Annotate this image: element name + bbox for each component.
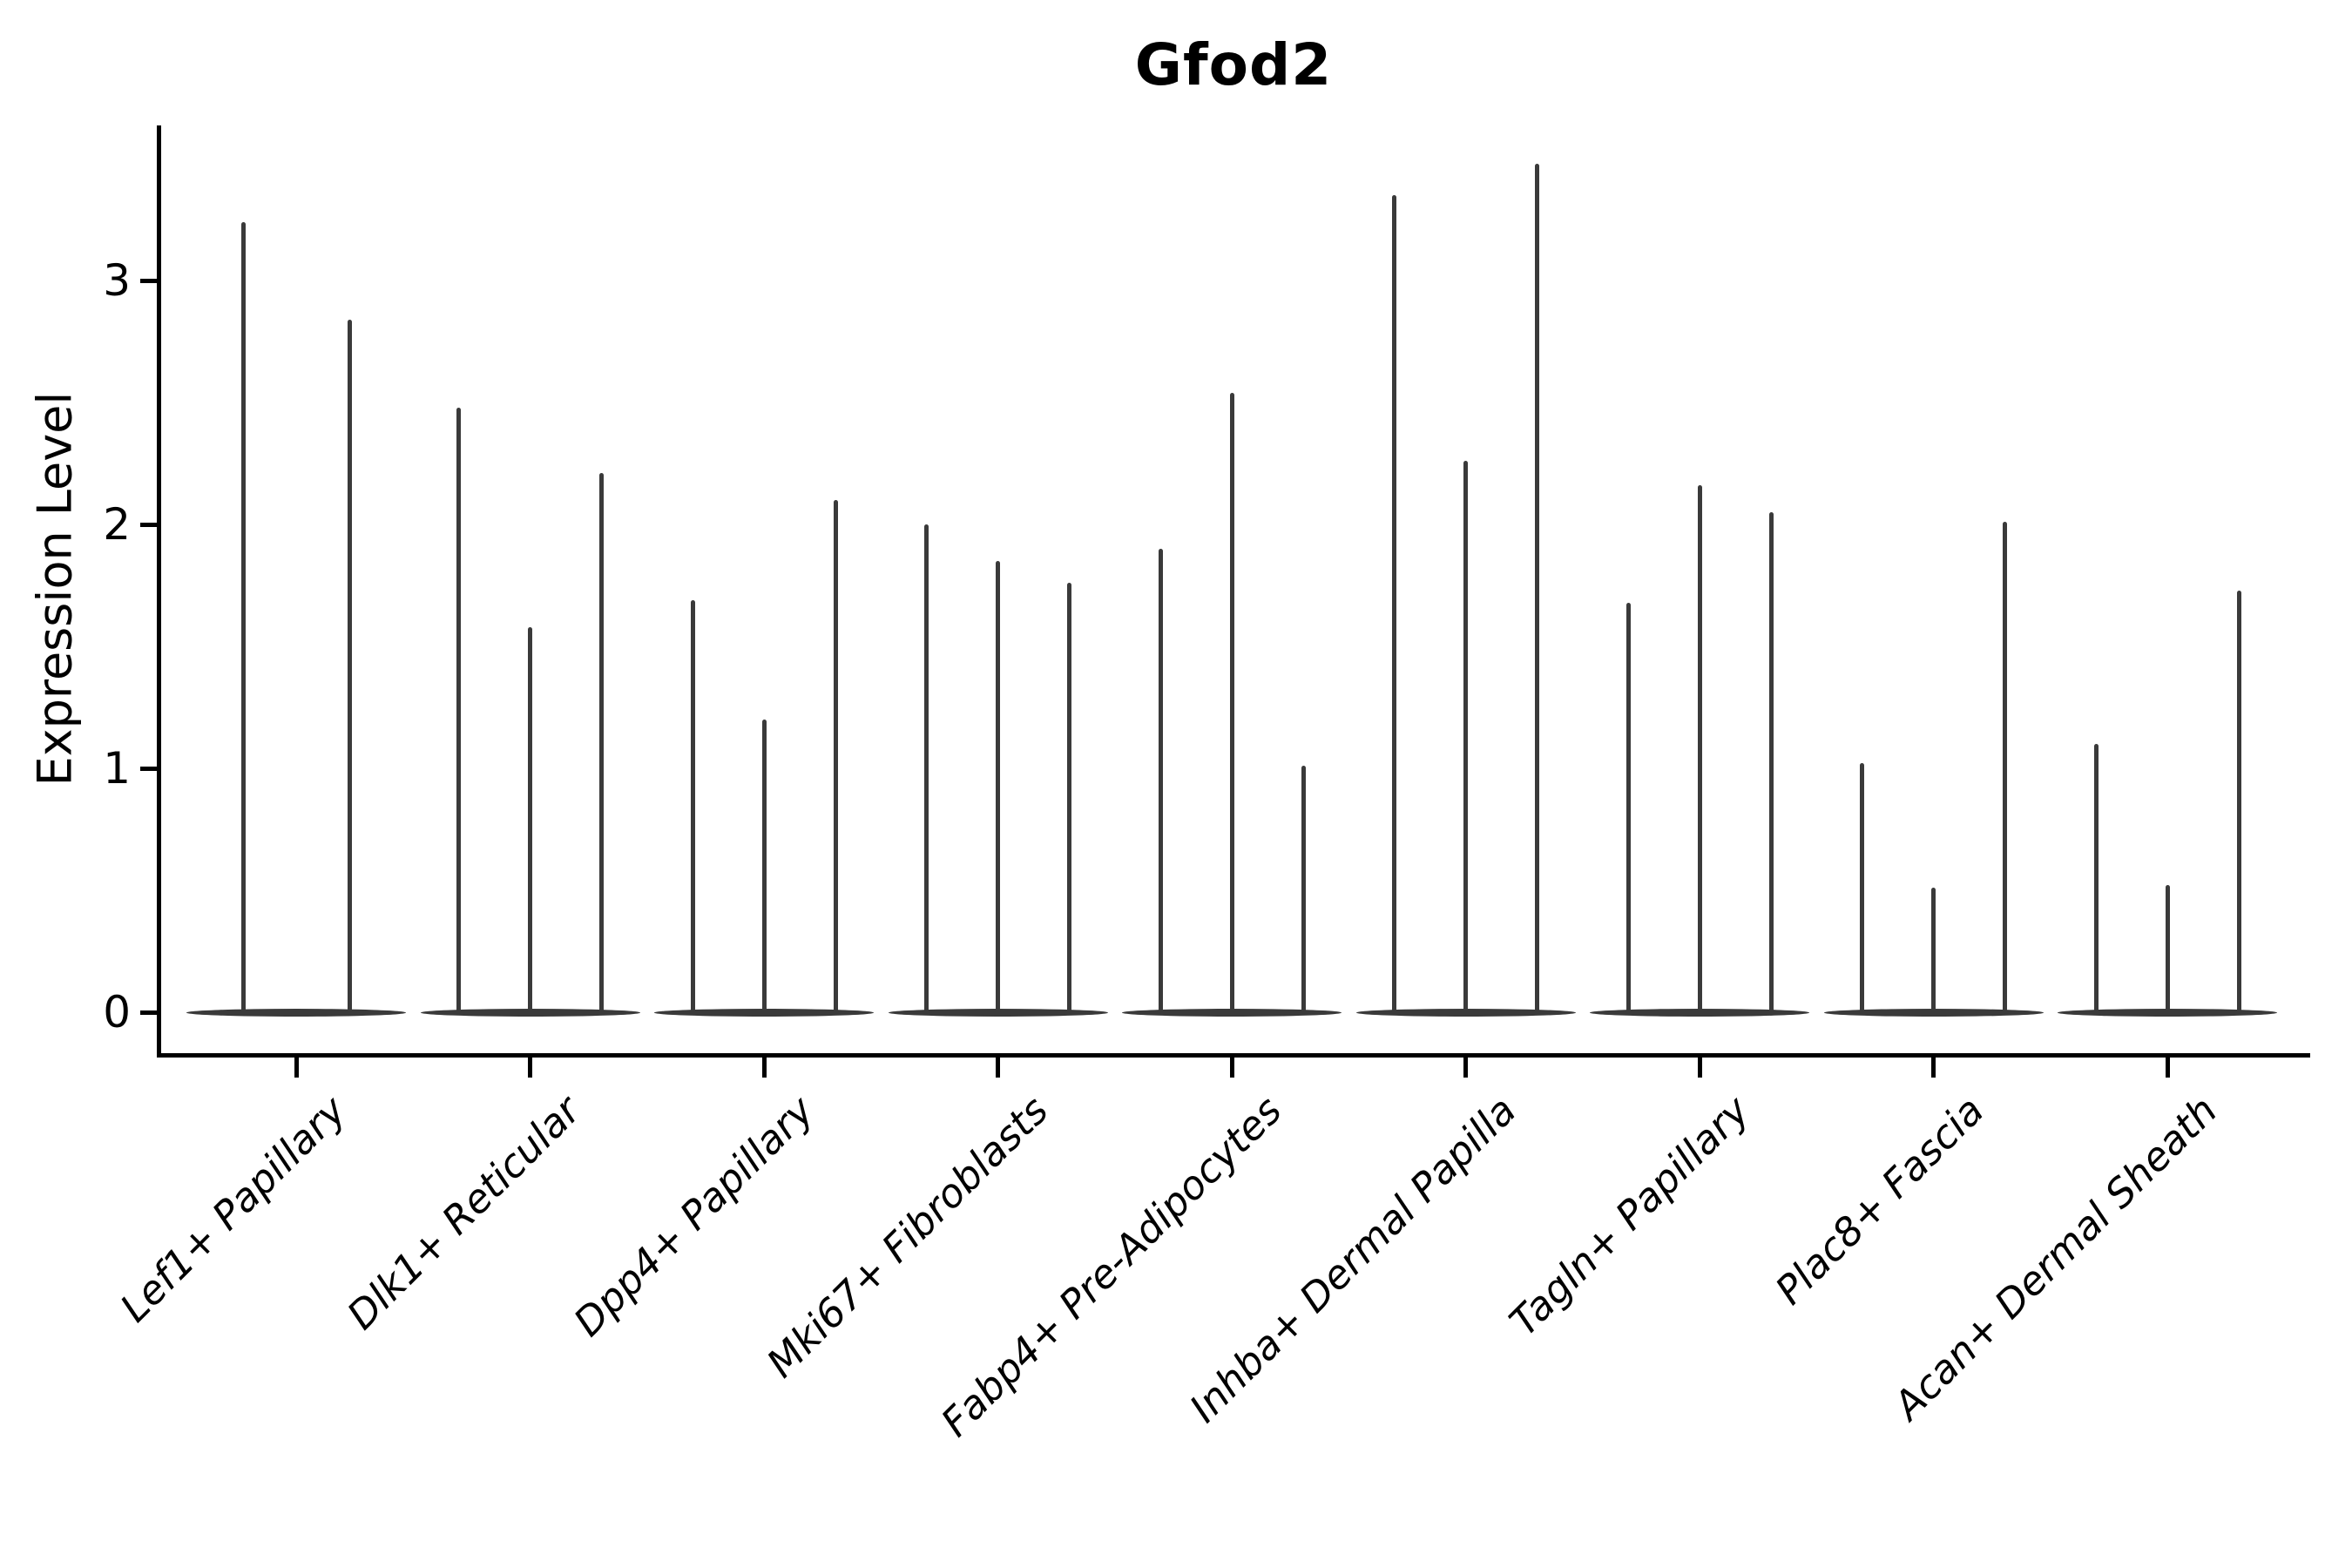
violin-spike xyxy=(1067,583,1071,1012)
x-axis-spine xyxy=(157,1053,2310,1058)
x-tick-mark xyxy=(1229,1058,1234,1078)
x-tick-mark xyxy=(2165,1058,2170,1078)
y-tick-mark xyxy=(140,1010,157,1015)
violin-spike xyxy=(1931,888,1936,1012)
violin-spike xyxy=(2003,522,2007,1012)
violin-spike xyxy=(1697,485,1702,1012)
violin-spike xyxy=(1229,392,1234,1012)
violin-spike xyxy=(2236,590,2241,1012)
violin-base xyxy=(1122,1008,1342,1017)
y-tick-label: 0 xyxy=(103,987,131,1037)
violin-base xyxy=(186,1008,406,1017)
x-tick-mark xyxy=(761,1058,767,1078)
y-tick-mark xyxy=(140,522,157,527)
violin-spike xyxy=(924,524,929,1012)
violin-spike xyxy=(240,221,246,1012)
violin-spike xyxy=(1535,163,1539,1012)
violin-base xyxy=(2058,1008,2277,1017)
x-tick-mark xyxy=(1463,1058,1468,1078)
violin-spike xyxy=(1392,195,1396,1012)
violin-spike xyxy=(1860,763,1864,1012)
y-tick-label: 2 xyxy=(103,499,131,550)
violin-spike xyxy=(347,319,352,1012)
violin-base xyxy=(1590,1008,1809,1017)
chart-title: Gfod2 xyxy=(1134,31,1333,98)
violin-spike xyxy=(2165,885,2170,1012)
violin-spike xyxy=(1158,549,1163,1012)
x-tick-mark xyxy=(1697,1058,1702,1078)
y-axis-spine xyxy=(157,125,161,1058)
violin-spike xyxy=(456,407,461,1012)
violin-spike xyxy=(599,473,604,1012)
x-tick-mark xyxy=(996,1058,1000,1078)
violin-spike xyxy=(690,599,695,1012)
y-tick-mark xyxy=(140,278,157,283)
violin-spike xyxy=(1768,512,1774,1012)
y-tick-mark xyxy=(140,766,157,771)
violin-spike xyxy=(1625,602,1631,1012)
violin-spike xyxy=(1463,461,1468,1012)
x-tick-mark xyxy=(294,1058,299,1078)
violin-spike xyxy=(996,561,1000,1012)
violin-base xyxy=(1823,1008,2044,1017)
violin-base xyxy=(888,1008,1108,1017)
violin-spike xyxy=(833,500,838,1012)
y-tick-label: 1 xyxy=(103,743,131,794)
y-tick-label: 3 xyxy=(103,255,131,306)
violin-spike xyxy=(1301,766,1306,1012)
x-tick-mark xyxy=(1931,1058,1936,1078)
violin-base xyxy=(654,1008,874,1017)
violin-spike xyxy=(761,720,767,1012)
x-tick-mark xyxy=(528,1058,532,1078)
violin-spike xyxy=(2093,744,2099,1012)
violin-base xyxy=(1355,1008,1576,1017)
violin-spike xyxy=(528,626,532,1012)
violin-base xyxy=(420,1008,640,1017)
